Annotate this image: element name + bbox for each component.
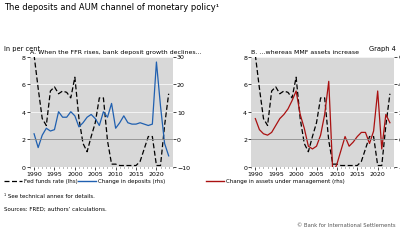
Text: Change in deposits (rhs): Change in deposits (rhs) [98, 178, 165, 183]
Text: © Bank for International Settlements: © Bank for International Settlements [297, 222, 396, 227]
Text: A. When the FFR rises, bank deposit growth declines...: A. When the FFR rises, bank deposit grow… [30, 50, 202, 55]
Text: Change in assets under management (rhs): Change in assets under management (rhs) [226, 178, 345, 183]
Text: Fed funds rate (lhs): Fed funds rate (lhs) [24, 178, 78, 183]
Text: In per cent: In per cent [4, 46, 40, 52]
Text: Graph 4: Graph 4 [369, 46, 396, 52]
Text: Sources: FRED; authors’ calculations.: Sources: FRED; authors’ calculations. [4, 206, 107, 211]
Text: ¹ See technical annex for details.: ¹ See technical annex for details. [4, 194, 95, 199]
Text: B. …whereas MMF assets increase: B. …whereas MMF assets increase [251, 50, 359, 55]
Text: The deposits and AUM channel of monetary policy¹: The deposits and AUM channel of monetary… [4, 3, 219, 12]
